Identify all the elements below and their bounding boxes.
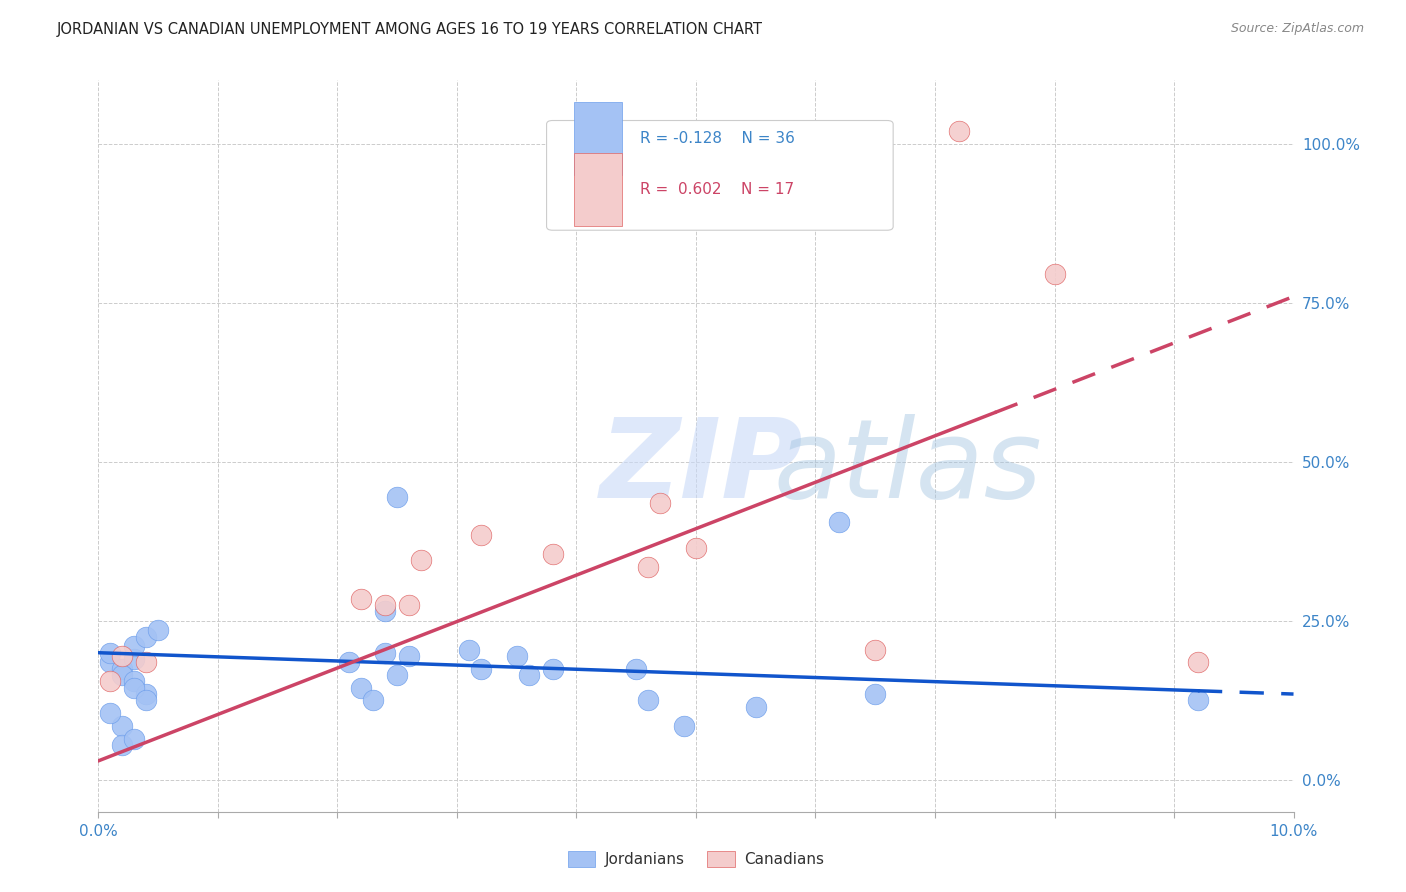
Point [374,646,396,660]
Point [100,674,122,689]
Point [111,719,134,733]
Point [828,516,851,530]
FancyBboxPatch shape [547,120,893,230]
Point [398,648,420,663]
Point [470,662,492,676]
Point [124,640,146,654]
Point [135,687,157,701]
Point [124,681,146,695]
Point [411,553,433,567]
Point [470,528,492,542]
Text: Source: ZipAtlas.com: Source: ZipAtlas.com [1230,22,1364,36]
Point [135,630,157,644]
Point [124,652,146,666]
Point [100,646,122,660]
Point [100,706,122,720]
Point [650,496,672,510]
Point [111,668,134,682]
Point [111,648,134,663]
Point [124,731,146,746]
Point [374,598,396,612]
Point [385,490,409,504]
Point [1187,655,1209,669]
Point [385,668,409,682]
Point [685,541,707,555]
FancyBboxPatch shape [574,102,621,175]
Text: atlas: atlas [773,415,1042,522]
Point [135,693,157,707]
Point [135,655,157,669]
Point [865,642,887,657]
Point [350,591,373,606]
FancyBboxPatch shape [574,153,621,226]
Point [541,547,564,561]
Point [111,738,134,752]
Point [626,662,648,676]
Point [673,719,696,733]
Text: R =  0.602    N = 17: R = 0.602 N = 17 [640,182,794,197]
Point [458,642,481,657]
Point [517,668,540,682]
Point [637,693,659,707]
Point [506,648,529,663]
Point [124,674,146,689]
Point [374,604,396,618]
Point [1043,267,1066,281]
Point [100,655,122,669]
Text: JORDANIAN VS CANADIAN UNEMPLOYMENT AMONG AGES 16 TO 19 YEARS CORRELATION CHART: JORDANIAN VS CANADIAN UNEMPLOYMENT AMONG… [56,22,762,37]
Point [339,655,360,669]
Point [350,681,373,695]
Point [745,699,768,714]
Point [398,598,420,612]
Text: ZIP: ZIP [600,415,804,522]
Point [363,693,385,707]
Legend: Jordanians, Canadians: Jordanians, Canadians [562,846,830,873]
Point [111,662,134,676]
Point [948,124,970,138]
Point [148,624,170,638]
Point [541,662,564,676]
Point [637,559,659,574]
Point [1187,693,1209,707]
Point [865,124,887,138]
Point [865,687,887,701]
Text: R = -0.128    N = 36: R = -0.128 N = 36 [640,131,794,145]
